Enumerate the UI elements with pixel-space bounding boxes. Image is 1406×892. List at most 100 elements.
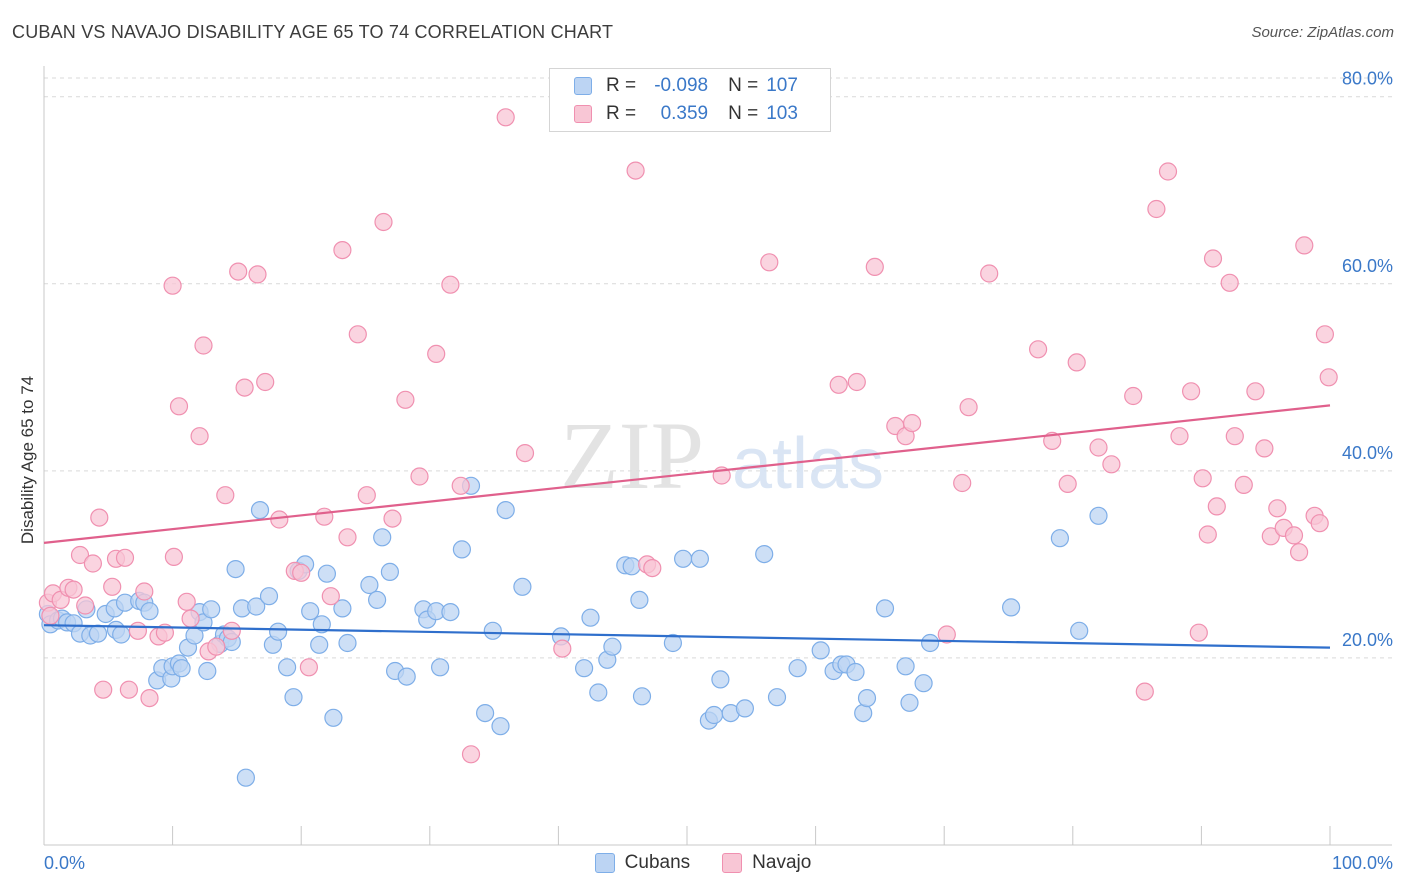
point-navajo bbox=[1028, 340, 1048, 359]
point-navajo bbox=[902, 414, 922, 433]
point-cubans bbox=[735, 699, 755, 718]
point-navajo bbox=[1268, 499, 1287, 518]
point-navajo bbox=[1319, 368, 1338, 387]
point-cubans bbox=[846, 662, 865, 682]
point-cubans bbox=[513, 577, 532, 596]
point-cubans bbox=[1070, 621, 1089, 640]
point-navajo bbox=[119, 680, 138, 699]
point-navajo bbox=[374, 212, 393, 232]
point-cubans bbox=[140, 602, 159, 621]
point-navajo bbox=[515, 444, 535, 463]
point-navajo bbox=[256, 372, 275, 392]
n-value-cubans: 107 bbox=[766, 75, 798, 96]
x-tick-label-max: 100.0% bbox=[1332, 853, 1393, 873]
point-cubans bbox=[112, 625, 131, 644]
point-cubans bbox=[755, 544, 774, 564]
point-cubans bbox=[875, 599, 895, 618]
point-navajo bbox=[163, 276, 182, 295]
axes bbox=[43, 66, 1392, 846]
legend-item-cubans: Cubans bbox=[594, 852, 691, 874]
point-navajo bbox=[70, 545, 90, 565]
point-navajo bbox=[626, 161, 645, 180]
point-navajo bbox=[1170, 427, 1189, 446]
point-cubans bbox=[317, 564, 336, 583]
point-navajo bbox=[1203, 249, 1223, 268]
point-cubans bbox=[338, 633, 357, 653]
point-cubans bbox=[811, 641, 830, 660]
series-legend: Cubans Navajo bbox=[0, 852, 1406, 874]
point-navajo bbox=[103, 577, 122, 596]
point-navajo bbox=[1181, 382, 1201, 401]
point-cubans bbox=[788, 659, 807, 678]
point-navajo bbox=[1261, 527, 1280, 546]
point-navajo bbox=[410, 467, 429, 486]
point-navajo bbox=[292, 563, 311, 582]
point-cubans bbox=[663, 633, 683, 653]
point-cubans bbox=[250, 501, 270, 520]
y-tick-label: 40.0% bbox=[1342, 443, 1393, 463]
point-navajo bbox=[115, 548, 135, 567]
point-navajo bbox=[760, 253, 779, 272]
point-cubans bbox=[397, 667, 416, 686]
series-cubans-points bbox=[38, 476, 1108, 787]
point-navajo bbox=[461, 745, 481, 764]
point-cubans bbox=[202, 600, 221, 619]
point-cubans bbox=[278, 658, 297, 677]
point-navajo bbox=[1135, 682, 1154, 701]
point-cubans bbox=[269, 622, 288, 641]
point-navajo bbox=[270, 510, 289, 529]
point-navajo bbox=[207, 637, 226, 656]
point-navajo bbox=[953, 473, 972, 493]
point-navajo bbox=[64, 580, 83, 599]
point-cubans bbox=[767, 688, 787, 707]
point-navajo bbox=[1058, 474, 1077, 493]
point-navajo bbox=[1189, 623, 1208, 642]
point-navajo bbox=[83, 554, 103, 573]
point-navajo bbox=[222, 621, 241, 640]
point-navajo bbox=[1102, 455, 1121, 474]
point-navajo bbox=[1089, 438, 1108, 457]
point-cubans bbox=[333, 599, 352, 618]
watermark-zip: ZIP bbox=[560, 402, 704, 509]
point-cubans bbox=[854, 703, 873, 723]
point-navajo bbox=[1158, 162, 1178, 181]
x-tick-label-min: 0.0% bbox=[44, 853, 85, 873]
point-navajo bbox=[321, 587, 340, 606]
point-navajo bbox=[1284, 526, 1304, 545]
point-navajo bbox=[190, 427, 209, 446]
point-navajo bbox=[865, 257, 884, 276]
r-value-navajo: 0.359 bbox=[660, 103, 709, 124]
y-tick-label: 20.0% bbox=[1342, 630, 1393, 650]
point-cubans bbox=[431, 658, 450, 677]
point-cubans bbox=[360, 575, 379, 595]
point-navajo bbox=[357, 486, 376, 505]
point-cubans bbox=[88, 624, 108, 643]
n-label: N = bbox=[728, 75, 759, 96]
point-navajo bbox=[1234, 475, 1253, 494]
point-navajo bbox=[937, 625, 956, 644]
point-navajo bbox=[76, 596, 95, 615]
point-navajo bbox=[140, 688, 159, 708]
point-navajo bbox=[1225, 427, 1244, 446]
point-navajo bbox=[338, 528, 357, 547]
point-cubans bbox=[496, 501, 515, 520]
point-cubans bbox=[857, 688, 877, 708]
point-navajo bbox=[1193, 469, 1212, 488]
legend-label-cubans: Cubans bbox=[624, 852, 691, 873]
stats-row-cubans: R = -0.098 N = 107 bbox=[574, 75, 798, 97]
point-navajo bbox=[553, 639, 572, 658]
point-navajo bbox=[348, 325, 367, 344]
point-cubans bbox=[622, 557, 641, 576]
point-cubans bbox=[711, 670, 730, 689]
point-navajo bbox=[1295, 236, 1314, 255]
point-navajo bbox=[90, 508, 109, 527]
point-cubans bbox=[632, 687, 652, 706]
point-navajo bbox=[829, 375, 848, 394]
navajo-swatch bbox=[574, 105, 592, 123]
point-navajo bbox=[169, 397, 189, 416]
point-navajo bbox=[1246, 382, 1265, 401]
point-cubans bbox=[603, 637, 622, 656]
point-cubans bbox=[312, 615, 331, 634]
point-navajo bbox=[41, 606, 60, 625]
point-cubans bbox=[920, 633, 940, 653]
